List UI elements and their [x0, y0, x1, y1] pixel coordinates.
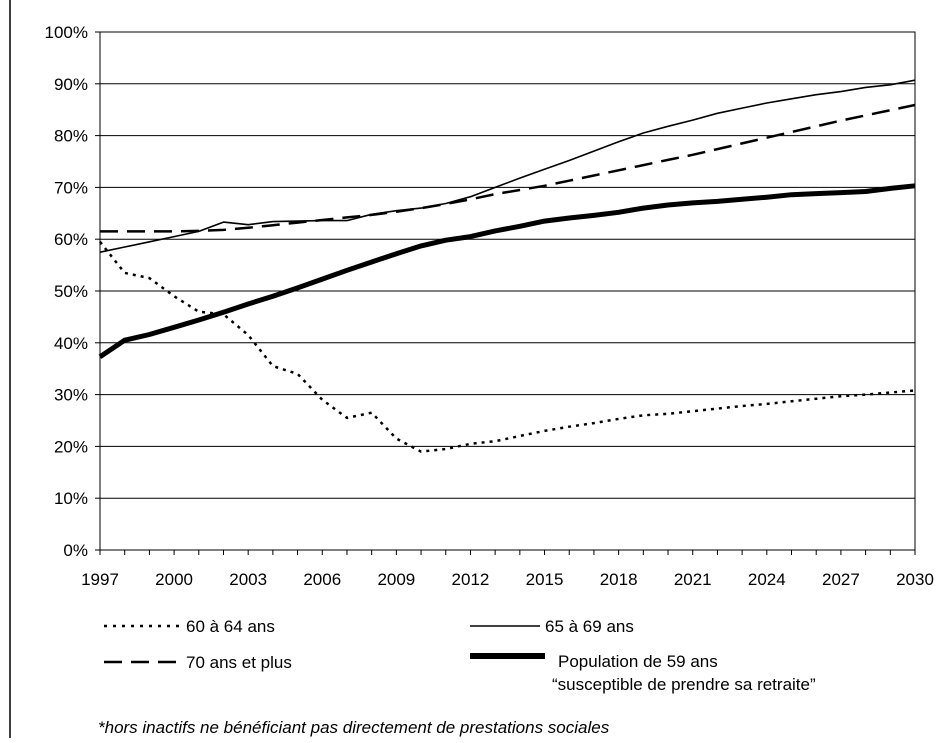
x-tick-label: 2024 [748, 570, 786, 589]
y-tick-label: 60% [54, 230, 88, 249]
x-tick-label: 2021 [674, 570, 712, 589]
legend-label-70-plus: 70 ans et plus [186, 653, 292, 672]
y-tick-label: 10% [54, 489, 88, 508]
legend-label-65-69: 65 à 69 ans [545, 617, 634, 636]
series-lines [98, 79, 916, 453]
x-tick-label: 2009 [377, 570, 415, 589]
x-tick-label: 2006 [303, 570, 341, 589]
legend: 60 à 64 ans 65 à 69 ans 70 ans et plus P… [104, 617, 816, 694]
gridlines [100, 31, 915, 551]
y-tick-label: 70% [54, 178, 88, 197]
x-tick-label: 2015 [526, 570, 564, 589]
y-tick-label: 30% [54, 386, 88, 405]
x-tick-label: 2003 [229, 570, 267, 589]
series-line-60-64 [99, 241, 916, 453]
x-tick-label: 2012 [452, 570, 490, 589]
y-tick-label: 0% [63, 541, 88, 560]
y-tick-label: 100% [45, 23, 88, 42]
legend-label-population-59: Population de 59 ans [558, 652, 718, 671]
legend-label-population-59-line2: “susceptible de prendre sa retraite” [552, 675, 816, 694]
y-tick-label: 40% [54, 334, 88, 353]
axes [95, 31, 916, 555]
y-tick-label: 80% [54, 127, 88, 146]
y-tick-label: 50% [54, 282, 88, 301]
x-tick-label: 1997 [81, 570, 119, 589]
y-tick-label: 90% [54, 75, 88, 94]
legend-label-60-64: 60 à 64 ans [186, 617, 275, 636]
footnote: *hors inactifs ne bénéficiant pas direct… [98, 718, 610, 737]
plot-frame [99, 31, 916, 551]
x-tick-labels: 1997 2000 2003 2006 2009 2012 2015 2018 2021 2024… [81, 570, 934, 589]
x-tick-label: 2027 [822, 570, 860, 589]
y-tick-label: 20% [54, 437, 88, 456]
x-tick-label: 2018 [600, 570, 638, 589]
x-tick-label: 2030 [896, 570, 934, 589]
series-line-population-59 [98, 183, 916, 359]
x-tick-label: 2000 [155, 570, 193, 589]
y-tick-labels: 0% 10% 20% 30% 40% 50% 60% 70% 80% 90% 100% [45, 23, 88, 560]
series-line-70-plus [100, 103, 916, 233]
series-line-65-69 [99, 79, 916, 253]
